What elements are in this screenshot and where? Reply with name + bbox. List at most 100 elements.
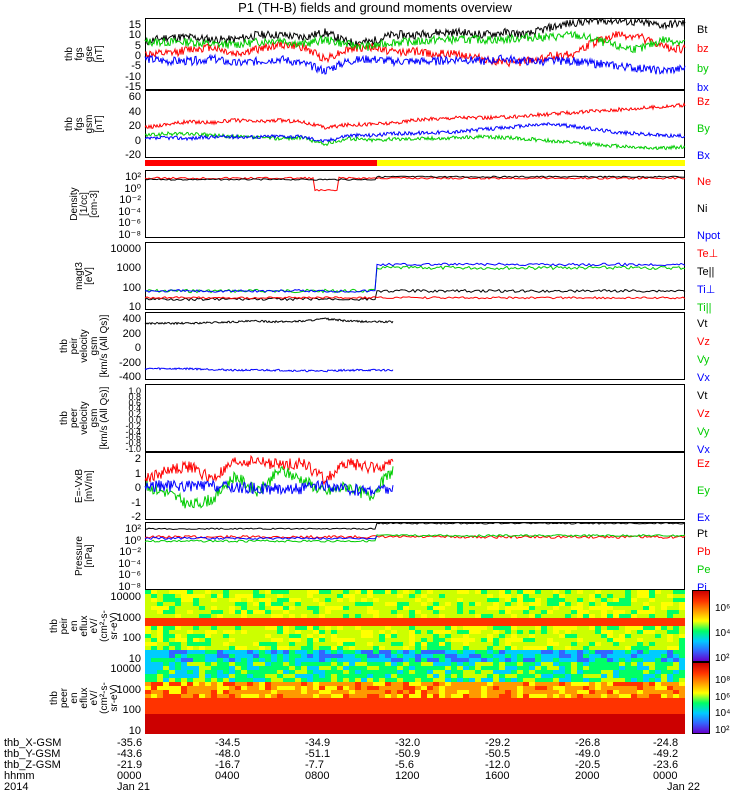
legend-5-item: Vy [697,354,710,366]
y-tick-label: 0.0 [128,415,141,425]
y-tick-label: 200 [122,327,141,340]
y-tick-label: 1000 [116,611,141,624]
panel-3 [145,170,685,238]
y-tick-label: 0.4 [128,403,141,414]
xaxis-x_gsm-tick: -24.8 [653,737,679,749]
xaxis-date: Jan 21 [117,781,151,793]
y-tick-label: 10000 [110,663,141,675]
y-tick-label: -1.0 [125,444,141,454]
y-tick-label: -0.8 [125,438,141,449]
y-tick-label: 1000 [116,262,141,275]
legend-1-item: bz [697,43,709,56]
panel-1 [145,18,685,90]
legend-3-item: Npot [697,230,721,242]
colorbar [692,662,710,734]
y-tick-label: 0.8 [128,391,141,402]
ylabel-line: [cm-3] [89,190,100,218]
xaxis-z_gsm-tick: -16.7 [215,759,241,771]
legend-3-item: Ni [697,203,708,215]
chart-title: P1 (TH-B) fields and ground moments over… [238,0,512,15]
legend-7-item: Ez [697,458,710,470]
y-tick-label: 10⁻² [119,194,141,207]
xaxis-z_gsm-tick: -21.9 [117,759,143,771]
xaxis-date: Jan 22 [667,781,701,793]
legend-7-item: Ex [697,512,710,524]
y-tick-label: 10⁻⁸ [118,581,141,593]
colorbar-tick: 10² [715,653,730,664]
xaxis-hhmm-tick: 0800 [305,770,330,782]
y-tick-label: 2 [134,453,141,465]
panel-8 [145,522,685,590]
y-tick-label: 10 [128,301,141,313]
legend-2-item: By [697,123,710,135]
y-tick-label: 10² [125,171,141,183]
legend-6-item: Vy [697,426,710,438]
y-tick-label: -0.2 [125,420,141,431]
legend-5-item: Vz [697,336,710,348]
y-tick-label: 10⁰ [124,182,141,195]
ylabel-line: [eV] [84,267,95,285]
y-tick-label: 10⁻⁸ [118,229,141,241]
legend-6-item: Vt [697,390,708,402]
xaxis-hhmm-tick: 1200 [395,770,420,782]
ylabel-line: [mV/m] [84,470,95,502]
y-tick-label: 400 [122,313,141,325]
legend-4-item: Te⊥ [697,248,719,260]
xaxis-x_gsm-tick: -34.5 [215,737,241,749]
y-tick-label: 10000 [110,591,141,603]
colorbar-tick: 10⁴ [715,628,731,639]
legend-2-item: Bz [697,96,710,108]
y-tick-label: 10⁻⁶ [118,569,141,582]
legend-4-item: Ti⊥ [697,284,716,296]
xaxis-y_gsm-tick: -43.6 [117,748,143,760]
panel-2 [145,90,685,158]
y-tick-label: -0.6 [125,432,141,443]
xaxis-hhmm-tick: 0000 [117,770,142,782]
y-tick-label: 10⁻⁴ [118,557,141,570]
y-tick-label: 15 [128,19,141,31]
y-tick-label: 1000 [116,683,141,696]
y-tick-label: 100 [122,281,141,294]
y-tick-label: -0.4 [125,426,141,437]
y-tick-label: -20 [125,149,141,161]
y-tick-label: 10⁻⁶ [118,217,141,230]
y-tick-label: 100 [122,632,141,645]
xaxis-row-label: thb_Z-GSM [4,759,61,771]
xaxis-y_gsm-tick: -50.9 [395,748,421,760]
xaxis-row-label: hhmm [4,770,35,782]
xaxis-z_gsm-tick: -7.7 [305,759,324,771]
y-tick-label: 1.0 [128,386,141,396]
y-tick-label: 10 [128,725,141,737]
legend-1-item: Bt [697,24,708,36]
y-tick-label: 10⁻² [119,546,141,559]
y-tick-label: 0 [134,134,141,147]
panel-9 [145,590,685,662]
xaxis-row-label: thb_Y-GSM [4,748,61,760]
y-tick-label: 40 [128,105,141,118]
colorbar-tick: 10² [715,725,730,736]
y-tick-label: -1 [131,496,141,509]
legend-2-item: Bx [697,150,710,162]
y-tick-label: 10 [128,29,141,42]
y-tick-label: -15 [125,81,141,93]
legend-7-item: Ey [697,485,710,497]
xaxis-y_gsm-tick: -50.5 [485,748,511,760]
xaxis-x_gsm-tick: -29.2 [485,737,511,749]
y-tick-label: 20 [128,120,141,132]
legend-8-item: Pi [697,582,707,594]
y-tick-label: 10⁻⁴ [118,205,141,218]
legend-6-item: Vx [697,444,710,456]
y-tick-label: -200 [118,356,141,369]
y-tick-label: 0 [134,482,141,494]
xaxis-x_gsm-tick: -34.9 [305,737,331,749]
xaxis-z_gsm-tick: -12.0 [485,759,511,771]
mode-bar-slow [376,160,685,166]
y-tick-label: 60 [128,91,141,103]
colorbar [692,590,710,662]
colorbar-tick: 10⁴ [715,708,731,720]
y-tick-label: -2 [131,511,141,523]
panel-10 [145,662,685,734]
xaxis-hhmm-tick: 0000 [653,770,678,782]
legend-4-item: Te|| [697,266,715,278]
xaxis-x_gsm-tick: -32.0 [395,737,421,749]
